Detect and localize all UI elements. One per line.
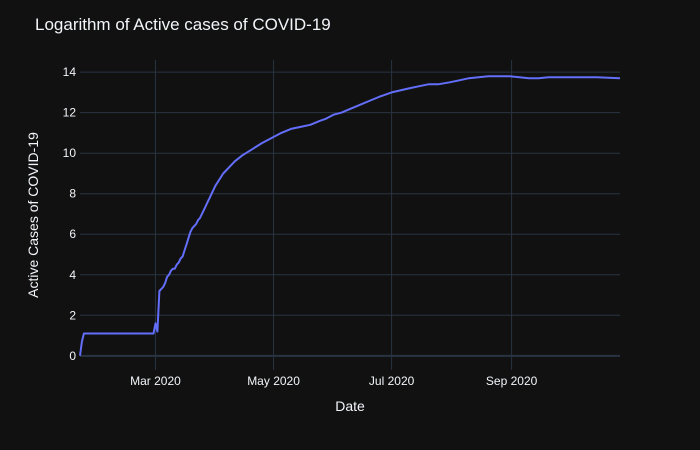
y-tick-label: 14 <box>63 65 77 79</box>
y-tick-label: 8 <box>69 187 76 201</box>
y-tick-label: 4 <box>69 268 76 282</box>
x-tick-labels: Mar 2020 May 2020 Jul 2020 Sep 2020 <box>130 374 537 388</box>
y-tick-label: 6 <box>69 227 76 241</box>
y-tick-label: 2 <box>69 308 76 322</box>
y-axis-title: Active Cases of COVID-19 <box>25 132 41 298</box>
series-line <box>79 75 621 356</box>
chart-title: Logarithm of Active cases of COVID-19 <box>35 15 331 34</box>
x-gridlines <box>154 60 513 370</box>
y-tick-label: 12 <box>63 106 77 120</box>
x-axis-title: Date <box>335 398 365 414</box>
x-tick-label: Mar 2020 <box>130 374 181 388</box>
y-tick-label: 10 <box>63 146 77 160</box>
series-layer <box>79 75 621 356</box>
y-tick-labels: 0 2 4 6 8 10 12 14 <box>63 65 77 363</box>
x-tick-label: Jul 2020 <box>369 374 415 388</box>
y-tick-label: 0 <box>69 349 76 363</box>
x-tick-label: Sep 2020 <box>486 374 538 388</box>
x-tick-label: May 2020 <box>247 374 300 388</box>
